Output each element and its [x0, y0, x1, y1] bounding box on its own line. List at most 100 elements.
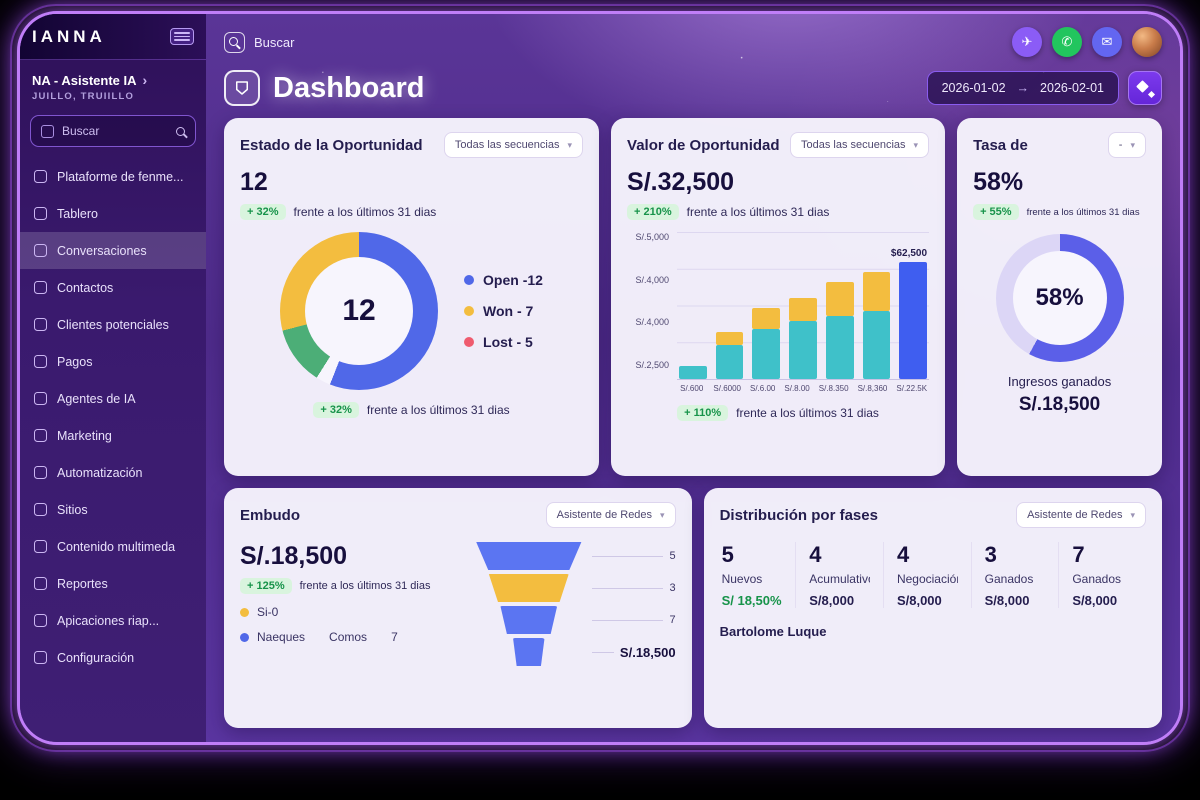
main-content: Buscar ✈ ✆ ✉ Dashboard 2026-01-02: [206, 14, 1180, 742]
megaphone-icon: [34, 429, 47, 442]
funnel-segment-label: 7: [591, 606, 676, 634]
rate-donut-chart: 58%: [995, 234, 1124, 362]
date-range-picker[interactable]: 2026-01-02 → 2026-02-01: [926, 71, 1119, 105]
chevron-right-icon: ›: [142, 72, 148, 88]
sidebar-item-configuración[interactable]: Configuración: [20, 639, 206, 676]
card-title: Distribución por fases: [719, 506, 878, 524]
topbar: Buscar ✈ ✆ ✉: [206, 14, 1180, 62]
growth-badge: + 210%: [627, 204, 679, 220]
growth-badge: + 125%: [240, 578, 292, 594]
phase-stats: 5 Nuevos S/ 18,50% 4 Acumulativo S/8,000 4 Nego…: [720, 542, 1146, 608]
bar: [789, 248, 817, 379]
chevron-down-icon: ▾: [1130, 509, 1135, 520]
sidebar-item-contactos[interactable]: Contactos: [20, 269, 206, 306]
dashboard-icon: [224, 70, 260, 106]
send-icon[interactable]: ✈: [1012, 27, 1042, 57]
sidebar-item-marketing[interactable]: Marketing: [20, 417, 206, 454]
sidebar-item-automatización[interactable]: Automatización: [20, 454, 206, 491]
funnel-segment: [488, 574, 569, 602]
sidebar-item-contenido-multimeda[interactable]: Contenido multimeda: [20, 528, 206, 565]
funnel-segment: [476, 542, 582, 570]
bar: $62,500: [891, 248, 928, 379]
status-legend: Open -12 Won - 7 Lost - 5: [464, 272, 543, 350]
mail-icon[interactable]: ✉: [1092, 27, 1122, 57]
sidebar-item-sitios[interactable]: Sitios: [20, 491, 206, 528]
sequences-dropdown[interactable]: Todas las secuencias ▾: [789, 132, 930, 158]
growth-badge: + 55%: [973, 204, 1019, 220]
phone-icon[interactable]: ✆: [1052, 27, 1082, 57]
card-title: Estado de la Oportunidad: [240, 136, 423, 154]
sidebar-item-pagos[interactable]: Pagos: [20, 343, 206, 380]
growth-badge: + 32%: [240, 204, 286, 220]
search-icon: [224, 31, 245, 53]
avatar[interactable]: [1132, 27, 1162, 57]
sidebar: IANNA NA - Asistente IA › JUILLO, TRUIIL…: [20, 14, 206, 742]
phase-stat: 3 Ganados S/8,000: [970, 542, 1059, 608]
sidebar-item-tablero[interactable]: Tablero: [20, 195, 206, 232]
sidebar-item-apicaciones-riap[interactable]: Apicaciones riap...: [20, 602, 206, 639]
assistant-dropdown[interactable]: Asistente de Redes ▾: [545, 502, 676, 528]
growth-badge: + 110%: [677, 405, 729, 421]
sidebar-search-label: Buscar: [62, 124, 100, 138]
value-bar-chart: S/.5,000 S/.4,000 S/.4,000 S/.2,500 $62,500…: [627, 232, 930, 393]
funnel-total: S/.18,500: [240, 542, 348, 570]
cards-area: Estado de la Oportunidad Todas las secue…: [206, 116, 1180, 742]
card-title: Embudo: [240, 506, 300, 524]
reports-icon: [34, 577, 47, 590]
funnel-segment: [513, 638, 545, 666]
funnel-segment-label: 3: [591, 574, 676, 602]
workspace-switcher[interactable]: NA - Asistente IA › JUILLO, TRUIILLO: [20, 60, 206, 102]
bot-icon: [34, 392, 47, 405]
contacts-icon: [34, 281, 47, 294]
funnel-segment-label: S/.18,500: [591, 638, 676, 666]
plot-area: $62,500: [677, 232, 930, 380]
x-axis: S/.600 S/.6000 S/.6.00 S/.8.00 S/.8.350 S/.8,…: [680, 384, 928, 393]
workspace-subtitle: JUILLO, TRUIILLO: [32, 91, 135, 102]
rate-value: 58%: [973, 168, 1024, 196]
chevron-down-icon: ▾: [660, 509, 665, 520]
funnel-labels: 5 3 7 S/.18,500: [591, 542, 676, 666]
page-title: Dashboard: [273, 71, 425, 104]
topbar-actions: ✈ ✆ ✉: [1012, 27, 1162, 57]
app-window: IANNA NA - Asistente IA › JUILLO, TRUIIL…: [17, 11, 1183, 745]
topbar-search-label: Buscar: [254, 34, 295, 50]
earned-income-value: S/.18,500: [1018, 394, 1101, 415]
date-to: 2026-02-01: [1040, 81, 1104, 95]
sidebar-nav: Plataforme de fenme... Tablero Conversacio…: [20, 158, 206, 676]
page-header: Dashboard 2026-01-02 → 2026-02-01: [206, 62, 1180, 116]
logo-badge-icon[interactable]: [170, 28, 194, 45]
funnel-segment-label: 5: [591, 542, 676, 570]
sidebar-item-agentes-de-ia[interactable]: Agentes de IA: [20, 380, 206, 417]
funnel-segment: [500, 606, 558, 634]
phase-stat: 4 Acumulativo S/8,000: [795, 542, 883, 608]
sidebar-item-plataforme-de-fenme[interactable]: Plataforme de fenme...: [20, 158, 206, 195]
payments-icon: [34, 355, 47, 368]
leads-icon: [34, 318, 47, 331]
arrow-right-icon: →: [1016, 81, 1030, 95]
topbar-search[interactable]: Buscar: [224, 31, 295, 53]
sidebar-item-conversaciones[interactable]: Conversaciones: [20, 232, 206, 269]
funnel-legend: Si-0 Naeques Comos 7: [240, 605, 458, 644]
legend-item: Open -12: [464, 272, 543, 288]
workspace-title: NA - Asistente IA: [32, 72, 137, 88]
window-frame: IANNA NA - Asistente IA › JUILLO, TRUIIL…: [10, 4, 1190, 752]
funnel-legend-item: Si-0: [240, 605, 458, 619]
assistant-dropdown[interactable]: Asistente de Redes ▾: [1016, 502, 1146, 528]
sidebar-item-clientes-potenciales[interactable]: Clientes potenciales: [20, 306, 206, 343]
bar: [715, 248, 744, 379]
growth-badge: + 32%: [313, 402, 359, 418]
logo-bar: IANNA: [20, 14, 206, 60]
sequences-dropdown[interactable]: Todas las secuencias ▾: [443, 132, 584, 158]
brand-logo: IANNA: [32, 26, 106, 46]
sidebar-item-reportes[interactable]: Reportes: [20, 565, 206, 602]
sidebar-search[interactable]: Buscar: [30, 115, 196, 147]
funnel-legend-item: Naeques Comos 7: [240, 630, 458, 644]
phase-stat: 7 Ganados S/8,000: [1058, 542, 1146, 608]
chevron-down-icon: ▾: [913, 139, 919, 150]
rate-dropdown[interactable]: - ▾: [1107, 132, 1146, 158]
legend-item: Won - 7: [464, 303, 543, 319]
card-phase-distribution: Distribución por fases Asistente de Rede…: [703, 488, 1162, 728]
chevron-down-icon: ▾: [1130, 139, 1135, 150]
sparkle-button[interactable]: [1128, 71, 1162, 105]
search-icon: [176, 126, 185, 136]
